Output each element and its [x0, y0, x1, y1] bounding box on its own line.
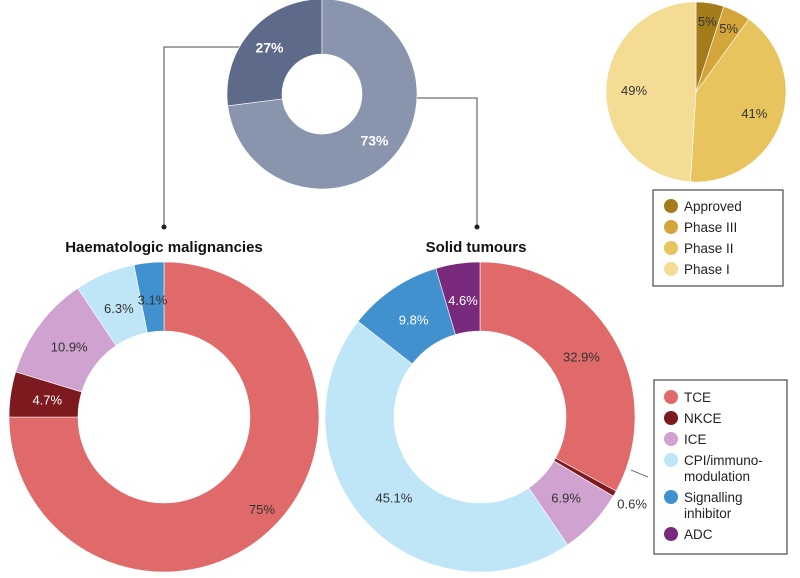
solid-slice-tce	[479, 261, 636, 492]
legend-label-ice: ICE	[684, 432, 707, 447]
phase-pie: 5% 5% 41% 49%	[605, 1, 787, 183]
modality-legend-box	[653, 379, 788, 555]
connector-lines	[161, 46, 649, 478]
solid-label-cpi-immuno-modulation: 45.1%	[375, 491, 412, 506]
connector-dot	[474, 224, 480, 230]
legend-swatch-phase-ii	[664, 241, 678, 255]
legend-label-approved: Approved	[684, 199, 742, 214]
haem-label-signalling-inhibitor: 3.1%	[138, 293, 168, 308]
haem-label-nkce: 4.7%	[32, 393, 62, 408]
legend-label-adc: ADC	[684, 527, 713, 542]
connector-solid	[410, 97, 478, 227]
haem-label-ice: 10.9%	[51, 340, 88, 355]
legend-label-nkce: NKCE	[684, 411, 722, 426]
solid-donut: 32.9% 0.6% 6.9% 45.1% 9.8% 4.6%	[324, 261, 647, 573]
solid-label-adc: 4.6%	[448, 293, 478, 308]
phase-label-approved: 5%	[698, 14, 717, 29]
legend-swatch-cpi-immuno-modulation	[664, 453, 678, 467]
solid-label-tce: 32.9%	[563, 350, 600, 365]
phase-label-phase-ii: 41%	[741, 106, 767, 121]
phase-label-phase-iii: 5%	[719, 21, 738, 36]
haem-label-cpi-immuno-modulation: 6.3%	[104, 301, 134, 316]
overall-slice-haematologic-malignancies	[226, 0, 323, 107]
haem-slice-signalling-inhibitor	[133, 261, 165, 333]
legend-swatch-phase-iii	[664, 220, 678, 234]
overall-slice-solid-tumours	[227, 0, 418, 190]
modality-legend: TCE NKCE ICE CPI/immuno-modulation Signallin…	[653, 379, 788, 555]
legend-label-phase-ii: Phase II	[684, 241, 734, 256]
legend-swatch-nkce	[664, 411, 678, 425]
solid-slice-adc	[435, 261, 481, 335]
legend-swatch-phase-i	[664, 262, 678, 276]
legend-label-signallinginhibitor: inhibitor	[684, 506, 732, 521]
overall-label-haematologic-malignancies: 27%	[255, 40, 284, 56]
legend-swatch-signallinginhibitor	[664, 490, 678, 504]
haem-label-tce: 75%	[249, 502, 275, 517]
solid-label-signalling-inhibitor: 9.8%	[399, 312, 429, 327]
legend-swatch-ice	[664, 432, 678, 446]
solid-title: Solid tumours	[426, 239, 527, 256]
overall-donut: 27% 73%	[226, 0, 418, 190]
legend-label-cpi-immuno-modulation: CPI/immuno-	[684, 453, 763, 468]
legend-label-phase-i: Phase I	[684, 262, 730, 277]
connector-haem	[163, 46, 246, 227]
overall-label-solid-tumours: 73%	[360, 132, 389, 148]
haem-slice-tce	[8, 261, 320, 573]
legend-label-signallinginhibitor: Signalling	[684, 490, 743, 505]
haem-title: Haematologic malignancies	[65, 239, 263, 256]
leader-line	[630, 469, 649, 478]
phase-legend: Approved Phase III Phase II Phase I	[652, 189, 784, 287]
phase-slice-phase-ii	[690, 18, 787, 183]
legend-label-phase-iii: Phase III	[684, 220, 737, 235]
solid-label-nkce: 0.6%	[617, 497, 647, 512]
legend-swatch-tce	[664, 390, 678, 404]
legend-label-tce: TCE	[684, 390, 711, 405]
solid-slice-cpi-immuno-modulation	[324, 320, 569, 573]
phase-label-phase-i: 49%	[621, 83, 647, 98]
solid-label-ice: 6.9%	[551, 491, 581, 506]
legend-label-cpi-immuno-modulation: modulation	[684, 469, 750, 484]
legend-swatch-approved	[664, 199, 678, 213]
connector-dot	[161, 224, 167, 230]
phase-slice-phase-i	[605, 1, 697, 183]
haem-donut: 75% 4.7% 10.9% 6.3% 3.1%	[8, 261, 320, 573]
legend-swatch-adc	[664, 527, 678, 541]
